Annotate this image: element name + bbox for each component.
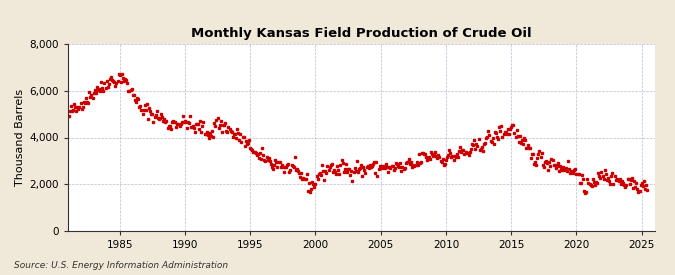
Text: Source: U.S. Energy Information Administration: Source: U.S. Energy Information Administ… — [14, 260, 227, 270]
Y-axis label: Thousand Barrels: Thousand Barrels — [15, 89, 25, 186]
Title: Monthly Kansas Field Production of Crude Oil: Monthly Kansas Field Production of Crude… — [191, 27, 531, 40]
